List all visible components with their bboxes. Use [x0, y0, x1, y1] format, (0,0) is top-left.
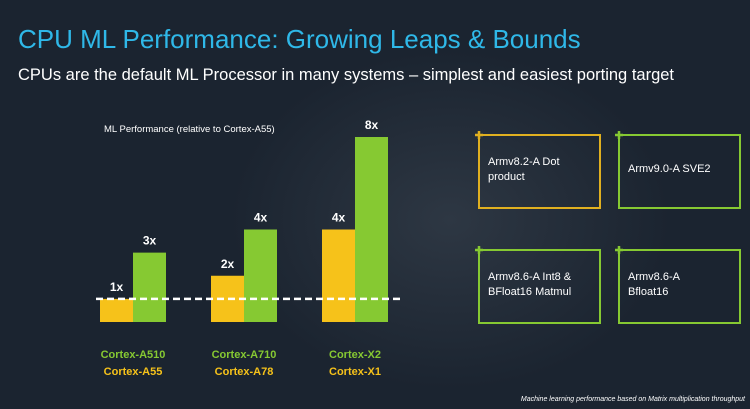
feature-text: BFloat16 Matmul	[488, 286, 571, 298]
feature-box	[618, 134, 741, 209]
plus-icon	[475, 246, 483, 254]
bar	[100, 298, 133, 322]
value-label: 2x	[221, 257, 235, 271]
feature-text: Armv8.6-A	[628, 271, 681, 283]
bar	[244, 229, 277, 322]
bar	[211, 275, 244, 322]
feature-box	[478, 134, 601, 209]
value-label: 4x	[254, 211, 268, 225]
feature-text: product	[488, 171, 525, 183]
category-label: Cortex-A78	[215, 366, 274, 378]
bar	[355, 137, 388, 322]
feature-box	[478, 249, 601, 324]
category-label: Cortex-A510	[101, 349, 166, 361]
value-label: 8x	[365, 118, 379, 132]
feature-text: Armv9.0-A SVE2	[628, 163, 711, 175]
plus-icon	[615, 246, 623, 254]
bar	[133, 252, 166, 322]
feature-text: Armv8.6-A Int8 &	[488, 271, 572, 283]
feature-text: Bfloat16	[628, 286, 668, 298]
feature-box	[618, 249, 741, 324]
value-label: 1x	[110, 280, 124, 294]
slide-subtitle: CPUs are the default ML Processor in man…	[18, 66, 674, 84]
plus-icon	[475, 131, 483, 139]
feature-text: Armv8.2-A Dot	[488, 156, 560, 168]
value-label: 4x	[332, 211, 346, 225]
plus-icon	[615, 131, 623, 139]
category-label: Cortex-X1	[329, 366, 381, 378]
category-label: Cortex-A710	[212, 349, 277, 361]
category-label: Cortex-X2	[329, 349, 381, 361]
slide-title: CPU ML Performance: Growing Leaps & Boun…	[18, 24, 581, 54]
footnote: Machine learning performance based on Ma…	[521, 396, 746, 403]
y-axis-label: ML Performance (relative to Cortex-A55)	[104, 124, 275, 135]
bar	[322, 229, 355, 322]
category-label: Cortex-A55	[104, 366, 163, 378]
brain-backdrop	[230, 50, 670, 390]
value-label: 3x	[143, 234, 157, 248]
